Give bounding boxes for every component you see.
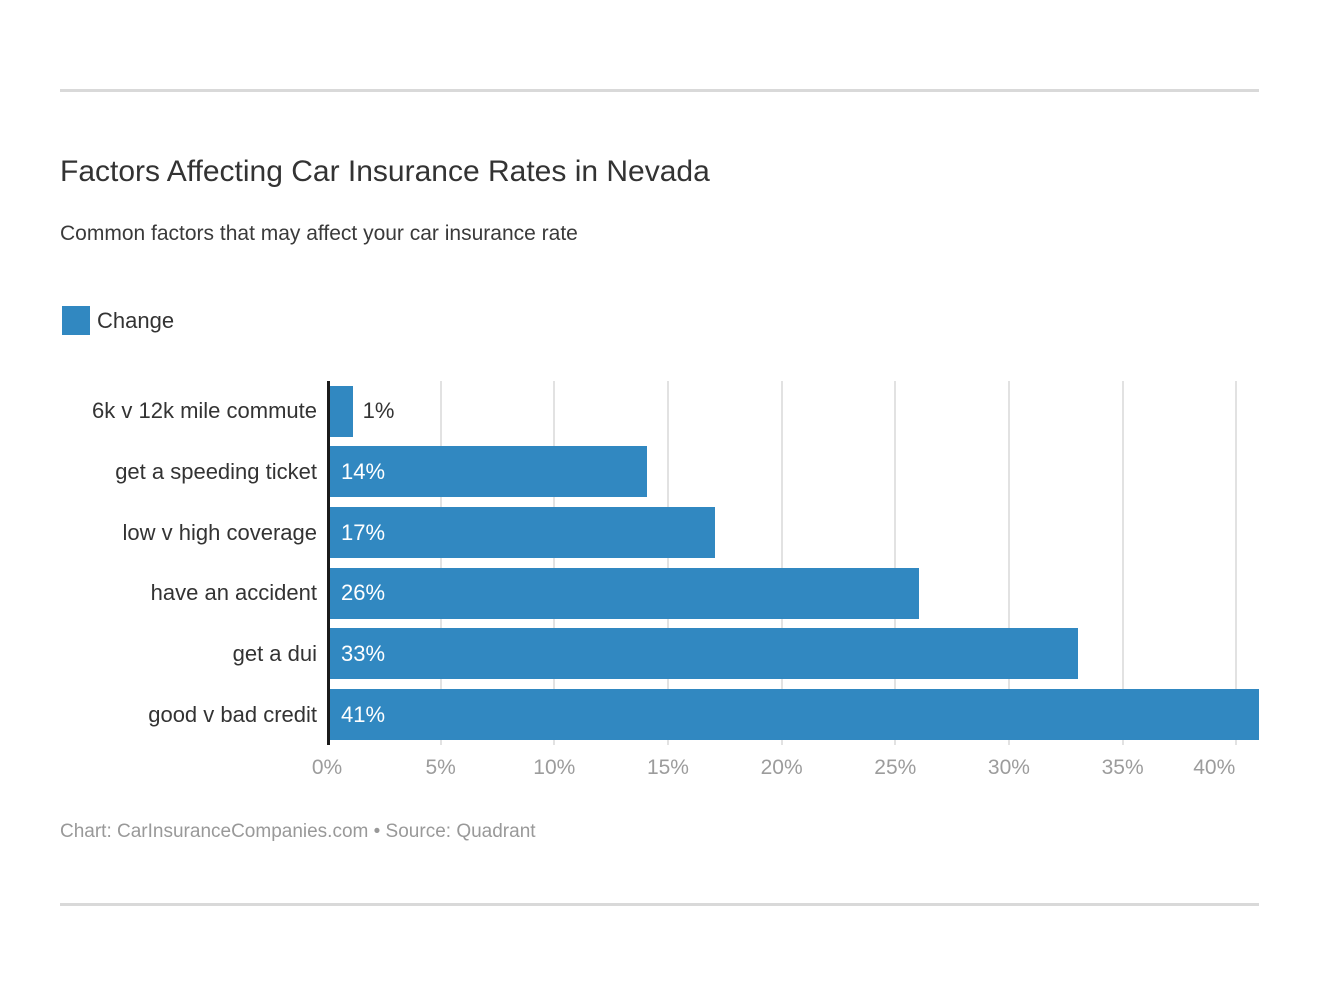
x-tick-label: 25% bbox=[874, 756, 917, 779]
value-label: 14% bbox=[341, 458, 386, 484]
bar: 33% bbox=[330, 628, 1078, 680]
gridline bbox=[553, 381, 556, 745]
bar: 26% bbox=[330, 567, 920, 619]
x-tick-label: 5% bbox=[425, 756, 456, 779]
value-label: 1% bbox=[362, 398, 395, 424]
x-tick-label: 35% bbox=[1101, 756, 1144, 779]
chart-footer: Chart: CarInsuranceCompanies.com • Sourc… bbox=[60, 821, 536, 842]
category-axis: 6k v 12k mile commute get a speeding tick… bbox=[60, 381, 327, 745]
bar-row: 14% bbox=[330, 442, 1259, 503]
gridline bbox=[1121, 381, 1124, 745]
value-label: 33% bbox=[341, 640, 386, 666]
value-label: 26% bbox=[341, 580, 386, 606]
gridline bbox=[1007, 381, 1010, 745]
gridline bbox=[1235, 381, 1238, 745]
chart-subtitle: Common factors that may affect your car … bbox=[60, 222, 578, 245]
legend-label: Change bbox=[97, 307, 175, 333]
x-axis-ticks: 0% 5% 10% 15% 20% 25% 30% 35% 40% bbox=[312, 745, 1259, 785]
bar bbox=[330, 385, 353, 437]
value-label: 41% bbox=[341, 701, 386, 727]
category-label: good v bad credit bbox=[148, 701, 317, 727]
x-tick-label: 40% bbox=[1193, 756, 1236, 779]
legend: Change bbox=[62, 306, 174, 335]
value-label: 17% bbox=[341, 519, 386, 545]
x-tick-label: 10% bbox=[533, 756, 576, 779]
top-divider bbox=[60, 89, 1259, 92]
bar: 14% bbox=[330, 446, 648, 498]
bar: 41% bbox=[330, 689, 1259, 741]
x-tick-label: 15% bbox=[646, 756, 689, 779]
category-label: low v high coverage bbox=[122, 519, 317, 545]
bar-row: 17% bbox=[330, 502, 1259, 563]
bar-row: 26% bbox=[330, 563, 1259, 624]
x-tick-label: 0% bbox=[311, 756, 343, 779]
x-tick-label: 30% bbox=[987, 756, 1030, 779]
category-label: get a speeding ticket bbox=[115, 458, 317, 484]
gridline bbox=[666, 381, 669, 745]
bar-row: 1% bbox=[330, 381, 1259, 442]
category-label: get a dui bbox=[232, 640, 317, 666]
category-label: 6k v 12k mile commute bbox=[92, 398, 317, 424]
bar-row: 41% bbox=[330, 684, 1259, 745]
legend-swatch-icon bbox=[62, 306, 90, 335]
bar: 17% bbox=[330, 507, 716, 559]
chart-title: Factors Affecting Car Insurance Rates in… bbox=[60, 155, 710, 188]
x-tick-label: 20% bbox=[760, 756, 803, 779]
plot-area: 1% 14% 17% 26% 33% 41% bbox=[327, 381, 1259, 745]
gridline bbox=[439, 381, 442, 745]
bar-chart: 6k v 12k mile commute get a speeding tick… bbox=[60, 381, 1259, 811]
gridline bbox=[894, 381, 897, 745]
gridline bbox=[780, 381, 783, 745]
y-axis-line bbox=[327, 381, 330, 745]
bar-row: 33% bbox=[330, 624, 1259, 685]
bottom-divider bbox=[60, 903, 1259, 906]
category-label: have an accident bbox=[150, 580, 317, 606]
